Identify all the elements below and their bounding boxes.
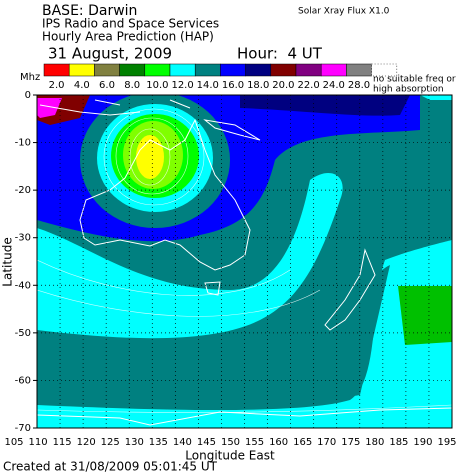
- legend-none-swatch: [371, 63, 398, 77]
- coast-indonesia: [39, 99, 191, 116]
- legend-label: 28.0: [348, 80, 370, 91]
- legend-swatch: [320, 63, 347, 77]
- x-tick-label: 160: [269, 437, 288, 448]
- x-tick-label: 180: [365, 437, 384, 448]
- field-cyan-north: [420, 95, 452, 100]
- coast-tasmania: [204, 281, 221, 296]
- y-tick-label: -60: [15, 375, 31, 386]
- legend-swatch: [144, 63, 171, 77]
- legend-swatch: [194, 63, 221, 77]
- legend-label: 6.0: [99, 80, 115, 91]
- y-tick-label: -20: [15, 185, 31, 196]
- legend-label: 12.0: [171, 80, 193, 91]
- y-tick-label: -30: [15, 233, 31, 244]
- legend-label: 14.0: [197, 80, 219, 91]
- legend-label: 8.0: [124, 80, 140, 91]
- base-title: BASE: Darwin: [42, 3, 137, 19]
- y-tick-label: -10: [15, 138, 31, 149]
- legend-swatch: [169, 63, 196, 77]
- x-tick-label: 145: [197, 437, 216, 448]
- x-tick-label: 120: [77, 437, 96, 448]
- legend-label: 20.0: [272, 80, 294, 91]
- footer: Created at 31/08/2009 05:01:45 UT: [3, 460, 218, 474]
- x-tick-label: 105: [4, 437, 23, 448]
- field-cyan: [37, 172, 343, 339]
- y-axis-label: Latitude: [1, 237, 15, 286]
- legend-swatch: [270, 63, 297, 77]
- isoline: [115, 117, 189, 195]
- legend-swatch: [220, 63, 246, 77]
- legend-none-2: high absorption: [373, 85, 444, 95]
- legend-swatch: [68, 63, 95, 77]
- x-tick-label: 125: [101, 437, 120, 448]
- legend-label: 16.0: [222, 80, 244, 91]
- legend-label: 2.0: [49, 80, 65, 91]
- x-axis-label: Longitude East: [185, 449, 275, 463]
- legend-label: 22.0: [297, 80, 319, 91]
- x-tick-label: 135: [149, 437, 168, 448]
- x-tick-label: 130: [125, 437, 144, 448]
- map: [36, 94, 453, 429]
- coast-png: [203, 119, 261, 141]
- date: 31 August, 2009: [48, 45, 172, 63]
- x-tick-label: 190: [413, 437, 432, 448]
- legend-none-1: no suitable freq or: [373, 75, 456, 85]
- x-tick-label: 165: [293, 437, 312, 448]
- y-tick-label: -70: [15, 423, 31, 434]
- x-tick-label: 115: [53, 437, 72, 448]
- x-tick-label: 110: [29, 437, 48, 448]
- isoline: [37, 404, 452, 413]
- field-navy: [240, 95, 410, 116]
- legend-label: 24.0: [323, 80, 345, 91]
- field-teal-band: [37, 265, 390, 401]
- hour: Hour: 4 UT: [237, 45, 323, 63]
- x-tick-label: 150: [221, 437, 240, 448]
- legend-swatch: [295, 63, 322, 77]
- isoline: [37, 259, 291, 296]
- legend-swatch: [43, 63, 70, 77]
- coast-australia: [79, 118, 251, 271]
- core-yellow: [136, 135, 164, 179]
- y-tick-label: -50: [15, 328, 31, 339]
- product-line: Hourly Area Prediction (HAP): [42, 30, 214, 44]
- isoline: [103, 108, 205, 206]
- y-tick-label: -40: [15, 280, 31, 291]
- legend-label: 4.0: [74, 80, 90, 91]
- x-tick-label: 195: [437, 437, 456, 448]
- legend-swatch: [94, 63, 120, 77]
- coast-nz: [324, 248, 376, 331]
- x-tick-label: 140: [173, 437, 192, 448]
- x-tick-label: 185: [389, 437, 408, 448]
- x-tick-label: 175: [341, 437, 360, 448]
- field-green-east: [398, 286, 452, 345]
- legend-unit: Mhz: [20, 72, 40, 83]
- legend-label: 18.0: [247, 80, 269, 91]
- org-line: IPS Radio and Space Services: [42, 17, 219, 31]
- solar-flux: Solar Xray Flux X1.0: [298, 7, 390, 17]
- x-tick-label: 170: [317, 437, 336, 448]
- legend-swatch: [119, 63, 146, 77]
- legend-swatch: [346, 63, 372, 77]
- coast-antarctica: [37, 407, 452, 426]
- legend-label: 10.0: [146, 80, 168, 91]
- x-tick-label: 155: [245, 437, 264, 448]
- y-tick-label: 0: [25, 90, 31, 101]
- field-magenta: [37, 98, 62, 118]
- isoline: [129, 128, 171, 186]
- legend-swatch: [245, 63, 272, 77]
